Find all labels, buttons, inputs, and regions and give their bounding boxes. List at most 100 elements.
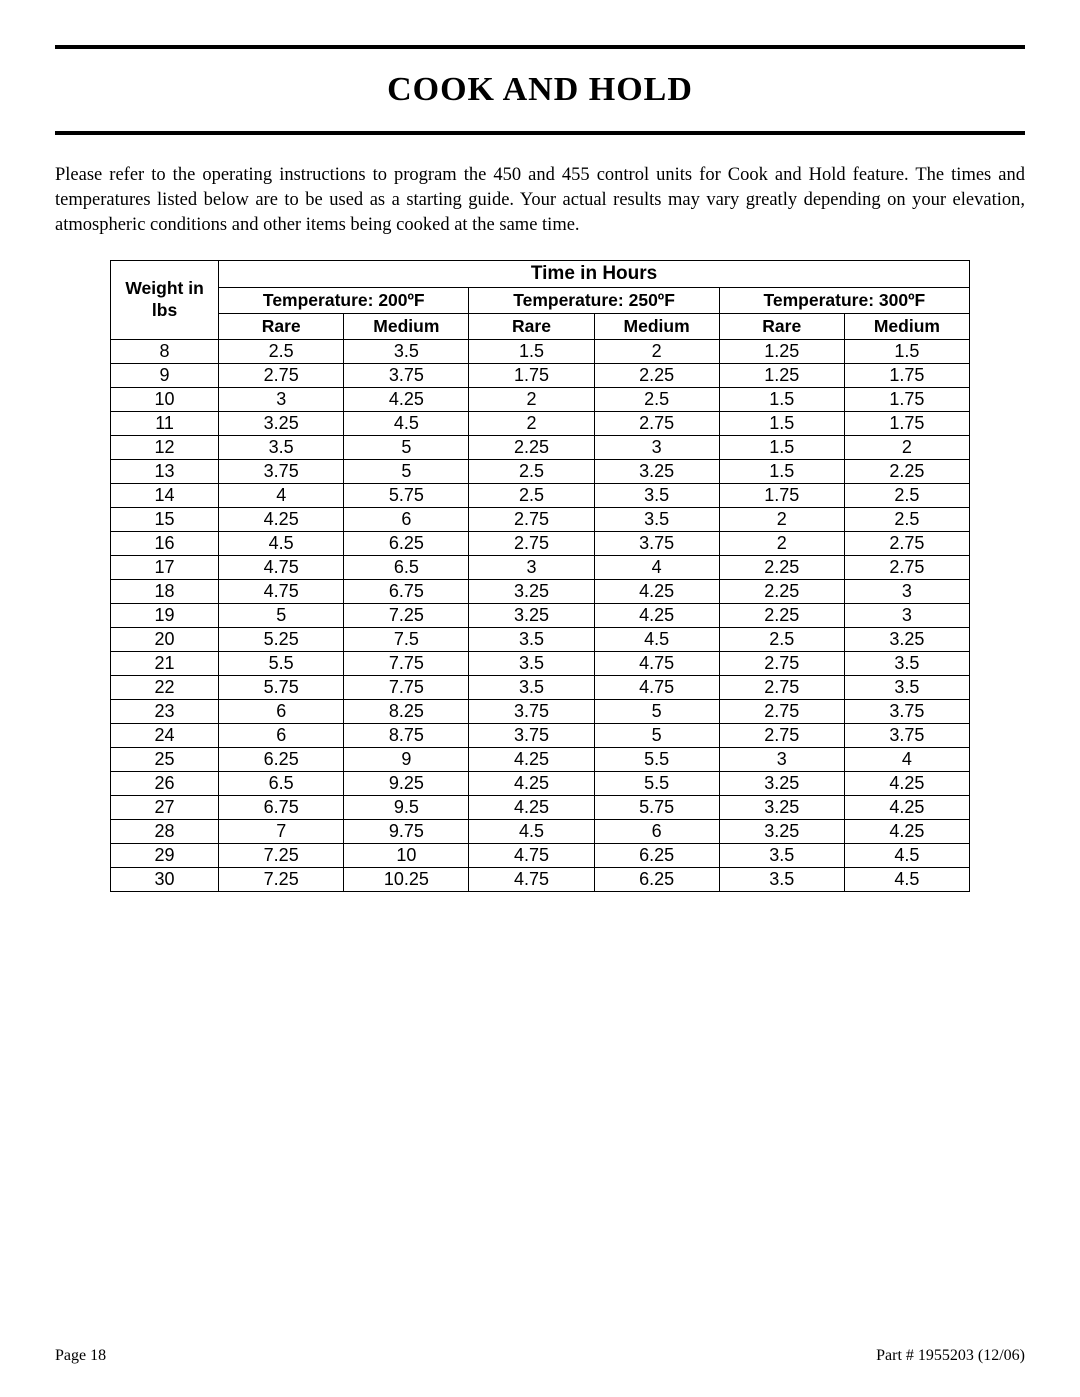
table-cell: 6 [219, 699, 344, 723]
table-cell: 12 [111, 435, 219, 459]
table-row: 1445.752.53.51.752.5 [111, 483, 970, 507]
table-cell: 3.25 [719, 771, 844, 795]
table-cell: 11 [111, 411, 219, 435]
page-title: COOK AND HOLD [55, 71, 1025, 109]
table-cell: 9 [344, 747, 469, 771]
table-cell: 30 [111, 867, 219, 891]
table-cell: 3.25 [219, 411, 344, 435]
table-cell: 15 [111, 507, 219, 531]
table-cell: 7.25 [219, 843, 344, 867]
table-cell: 5 [344, 435, 469, 459]
table-cell: 2.75 [219, 363, 344, 387]
table-row: 215.57.753.54.752.753.5 [111, 651, 970, 675]
table-cell: 3.5 [844, 651, 969, 675]
table-row: 184.756.753.254.252.253 [111, 579, 970, 603]
table-cell: 3.25 [844, 627, 969, 651]
table-cell: 5.75 [219, 675, 344, 699]
table-cell: 6.5 [344, 555, 469, 579]
table-cell: 3 [219, 387, 344, 411]
table-cell: 25 [111, 747, 219, 771]
table-cell: 26 [111, 771, 219, 795]
table-cell: 4.25 [594, 603, 719, 627]
table-row: 164.56.252.753.7522.75 [111, 531, 970, 555]
table-cell: 4.75 [594, 675, 719, 699]
table-cell: 24 [111, 723, 219, 747]
table-row: 82.53.51.521.251.5 [111, 339, 970, 363]
table-cell: 6.25 [344, 531, 469, 555]
table-row: 92.753.751.752.251.251.75 [111, 363, 970, 387]
table-cell: 6.25 [219, 747, 344, 771]
table-cell: 2.25 [719, 555, 844, 579]
table-row: 2468.753.7552.753.75 [111, 723, 970, 747]
table-cell: 6.5 [219, 771, 344, 795]
table-cell: 4 [594, 555, 719, 579]
table-cell: 3 [844, 603, 969, 627]
table-cell: 2.25 [594, 363, 719, 387]
table-cell: 3 [594, 435, 719, 459]
table-cell: 27 [111, 795, 219, 819]
table-cell: 1.75 [469, 363, 594, 387]
table-cell: 10 [111, 387, 219, 411]
sub-header-2: Rare [469, 313, 594, 339]
page-number: Page 18 [55, 1347, 106, 1365]
table-cell: 4.5 [469, 819, 594, 843]
table-cell: 7.25 [219, 867, 344, 891]
title-rule [55, 131, 1025, 135]
table-cell: 6 [594, 819, 719, 843]
table-cell: 3.5 [594, 507, 719, 531]
table-cell: 5.5 [219, 651, 344, 675]
cook-hold-table: Weight inlbsTime in HoursTemperature: 20… [110, 260, 970, 892]
table-cell: 3.25 [594, 459, 719, 483]
table-cell: 22 [111, 675, 219, 699]
table-cell: 4.25 [844, 819, 969, 843]
table-row: 297.25104.756.253.54.5 [111, 843, 970, 867]
table-cell: 6.75 [219, 795, 344, 819]
table-cell: 3.5 [219, 435, 344, 459]
table-cell: 2.25 [469, 435, 594, 459]
table-cell: 8 [111, 339, 219, 363]
table-row: 1034.2522.51.51.75 [111, 387, 970, 411]
table-cell: 3.75 [844, 723, 969, 747]
table-cell: 4 [219, 483, 344, 507]
table-cell: 2.5 [594, 387, 719, 411]
table-cell: 1.5 [469, 339, 594, 363]
table-cell: 4.5 [219, 531, 344, 555]
table-cell: 1.5 [719, 459, 844, 483]
table-cell: 3.5 [844, 675, 969, 699]
table-cell: 1.25 [719, 363, 844, 387]
table-cell: 8.25 [344, 699, 469, 723]
table-cell: 1.75 [844, 387, 969, 411]
table-cell: 3.75 [219, 459, 344, 483]
table-cell: 23 [111, 699, 219, 723]
table-cell: 2.75 [719, 651, 844, 675]
part-number: Part # 1955203 (12/06) [876, 1347, 1025, 1365]
table-cell: 6 [219, 723, 344, 747]
table-cell: 4.25 [469, 747, 594, 771]
table-row: 174.756.5342.252.75 [111, 555, 970, 579]
table-cell: 4.5 [844, 843, 969, 867]
table-cell: 4.75 [219, 579, 344, 603]
table-cell: 2 [844, 435, 969, 459]
table-cell: 4.75 [219, 555, 344, 579]
table-row: 2879.754.563.254.25 [111, 819, 970, 843]
table-cell: 21 [111, 651, 219, 675]
table-cell: 2.75 [844, 531, 969, 555]
table-cell: 3.75 [844, 699, 969, 723]
table-cell: 28 [111, 819, 219, 843]
table-cell: 2.5 [719, 627, 844, 651]
table-cell: 17 [111, 555, 219, 579]
table-cell: 6.25 [594, 843, 719, 867]
table-cell: 7.75 [344, 651, 469, 675]
table-cell: 5.5 [594, 747, 719, 771]
temp-header-0: Temperature: 200ºF [219, 287, 469, 313]
table-cell: 3.75 [469, 723, 594, 747]
table-cell: 2.25 [719, 603, 844, 627]
table-cell: 2.5 [469, 483, 594, 507]
table-cell: 3.25 [469, 603, 594, 627]
table-row: 154.2562.753.522.5 [111, 507, 970, 531]
table-cell: 2.75 [594, 411, 719, 435]
table-cell: 2.75 [719, 723, 844, 747]
table-cell: 1.5 [719, 435, 844, 459]
sub-header-3: Medium [594, 313, 719, 339]
table-cell: 3.5 [344, 339, 469, 363]
